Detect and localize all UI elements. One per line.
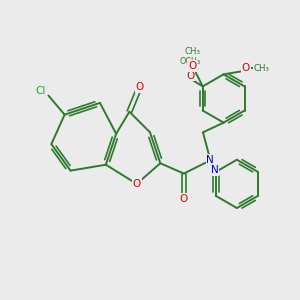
- Text: O: O: [242, 63, 250, 74]
- Text: O: O: [133, 179, 141, 189]
- Text: O: O: [180, 194, 188, 204]
- Text: O: O: [136, 82, 144, 92]
- Text: CH₃: CH₃: [185, 47, 201, 56]
- Text: O: O: [186, 70, 194, 80]
- Text: N: N: [211, 165, 218, 175]
- Text: O: O: [188, 61, 196, 71]
- Text: OCH₃: OCH₃: [179, 58, 201, 67]
- Text: CH₃: CH₃: [253, 64, 269, 73]
- Text: N: N: [206, 155, 214, 165]
- Text: Cl: Cl: [36, 86, 46, 96]
